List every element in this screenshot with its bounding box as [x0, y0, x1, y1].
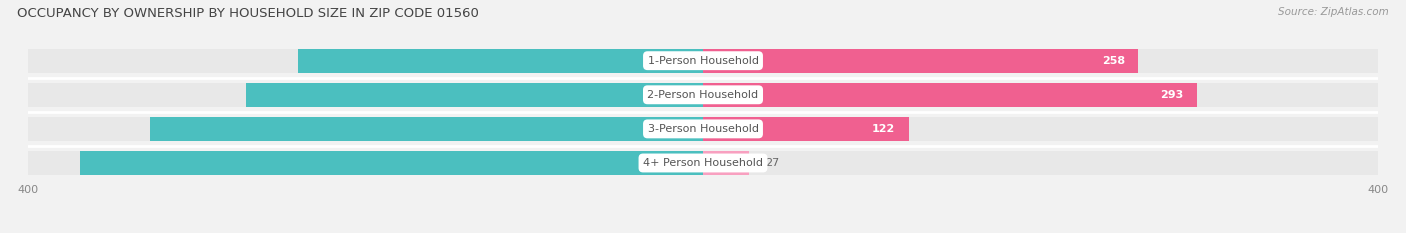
Text: 2-Person Household: 2-Person Household	[647, 90, 759, 100]
Text: 293: 293	[1160, 90, 1184, 100]
Text: 369: 369	[666, 158, 689, 168]
Text: 271: 271	[666, 90, 689, 100]
Text: Source: ZipAtlas.com: Source: ZipAtlas.com	[1278, 7, 1389, 17]
Bar	[298, 49, 703, 73]
Text: 240: 240	[666, 56, 689, 66]
Text: 328: 328	[666, 124, 689, 134]
Bar	[149, 117, 703, 141]
Bar	[28, 83, 1378, 107]
Bar	[28, 117, 1378, 141]
Text: 27: 27	[765, 158, 780, 168]
Text: 1-Person Household: 1-Person Household	[648, 56, 758, 66]
Bar	[703, 151, 748, 175]
Bar	[703, 83, 1198, 107]
Text: OCCUPANCY BY OWNERSHIP BY HOUSEHOLD SIZE IN ZIP CODE 01560: OCCUPANCY BY OWNERSHIP BY HOUSEHOLD SIZE…	[17, 7, 479, 20]
Bar	[703, 117, 908, 141]
Bar	[80, 151, 703, 175]
Text: 4+ Person Household: 4+ Person Household	[643, 158, 763, 168]
Text: 258: 258	[1102, 56, 1125, 66]
Text: 3-Person Household: 3-Person Household	[648, 124, 758, 134]
Bar	[246, 83, 703, 107]
Text: 122: 122	[872, 124, 896, 134]
Bar	[28, 151, 1378, 175]
Bar	[28, 49, 1378, 73]
Bar	[703, 49, 1139, 73]
